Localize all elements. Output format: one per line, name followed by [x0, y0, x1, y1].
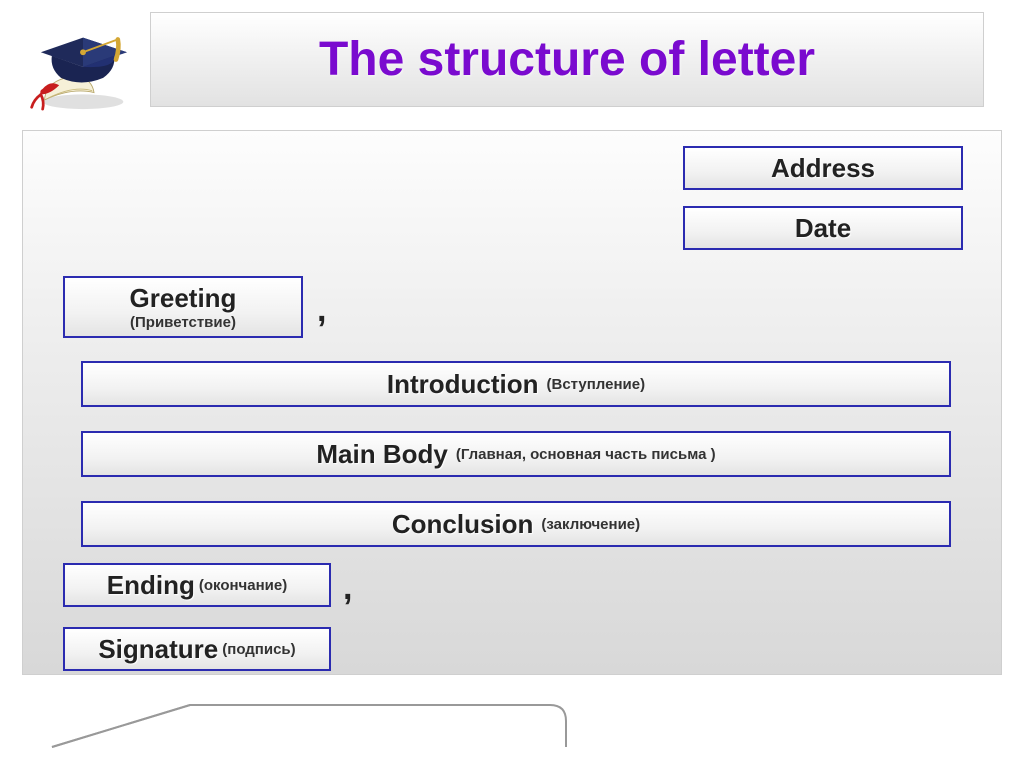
box-address: Address — [683, 146, 963, 190]
page-title: The structure of letter — [319, 32, 815, 87]
label-signature: Signature — [98, 634, 218, 665]
comma-after-greeting: , — [317, 291, 326, 330]
label-greeting: Greeting — [130, 283, 237, 314]
box-signature: Signature (подпись) — [63, 627, 331, 671]
sublabel-greeting: (Приветствие) — [130, 314, 236, 331]
sublabel-introduction: (Вступление) — [547, 376, 646, 393]
comma-after-ending: , — [343, 569, 352, 608]
box-introduction: Introduction (Вступление) — [81, 361, 951, 407]
label-ending: Ending — [107, 570, 195, 601]
sublabel-ending: (окончание) — [199, 577, 287, 594]
box-greeting: Greeting (Приветствие) — [63, 276, 303, 338]
sublabel-conclusion: (заключение) — [541, 516, 640, 533]
label-date: Date — [795, 213, 851, 244]
box-conclusion: Conclusion (заключение) — [81, 501, 951, 547]
label-address: Address — [771, 153, 875, 184]
callout-shape — [50, 689, 570, 749]
label-main-body: Main Body — [316, 439, 447, 470]
box-main-body: Main Body (Главная, основная часть письм… — [81, 431, 951, 477]
sublabel-signature: (подпись) — [222, 641, 295, 658]
box-ending: Ending (окончание) — [63, 563, 331, 607]
box-date: Date — [683, 206, 963, 250]
letter-structure-panel: Address Date Greeting (Приветствие) , In… — [22, 130, 1002, 675]
label-conclusion: Conclusion — [392, 509, 534, 540]
title-bar: The structure of letter — [150, 12, 984, 107]
label-introduction: Introduction — [387, 369, 539, 400]
sublabel-main-body: (Главная, основная часть письма ) — [456, 446, 716, 463]
graduation-cap-icon — [28, 8, 138, 113]
slide: The structure of letter Address Date Gre… — [0, 0, 1024, 767]
